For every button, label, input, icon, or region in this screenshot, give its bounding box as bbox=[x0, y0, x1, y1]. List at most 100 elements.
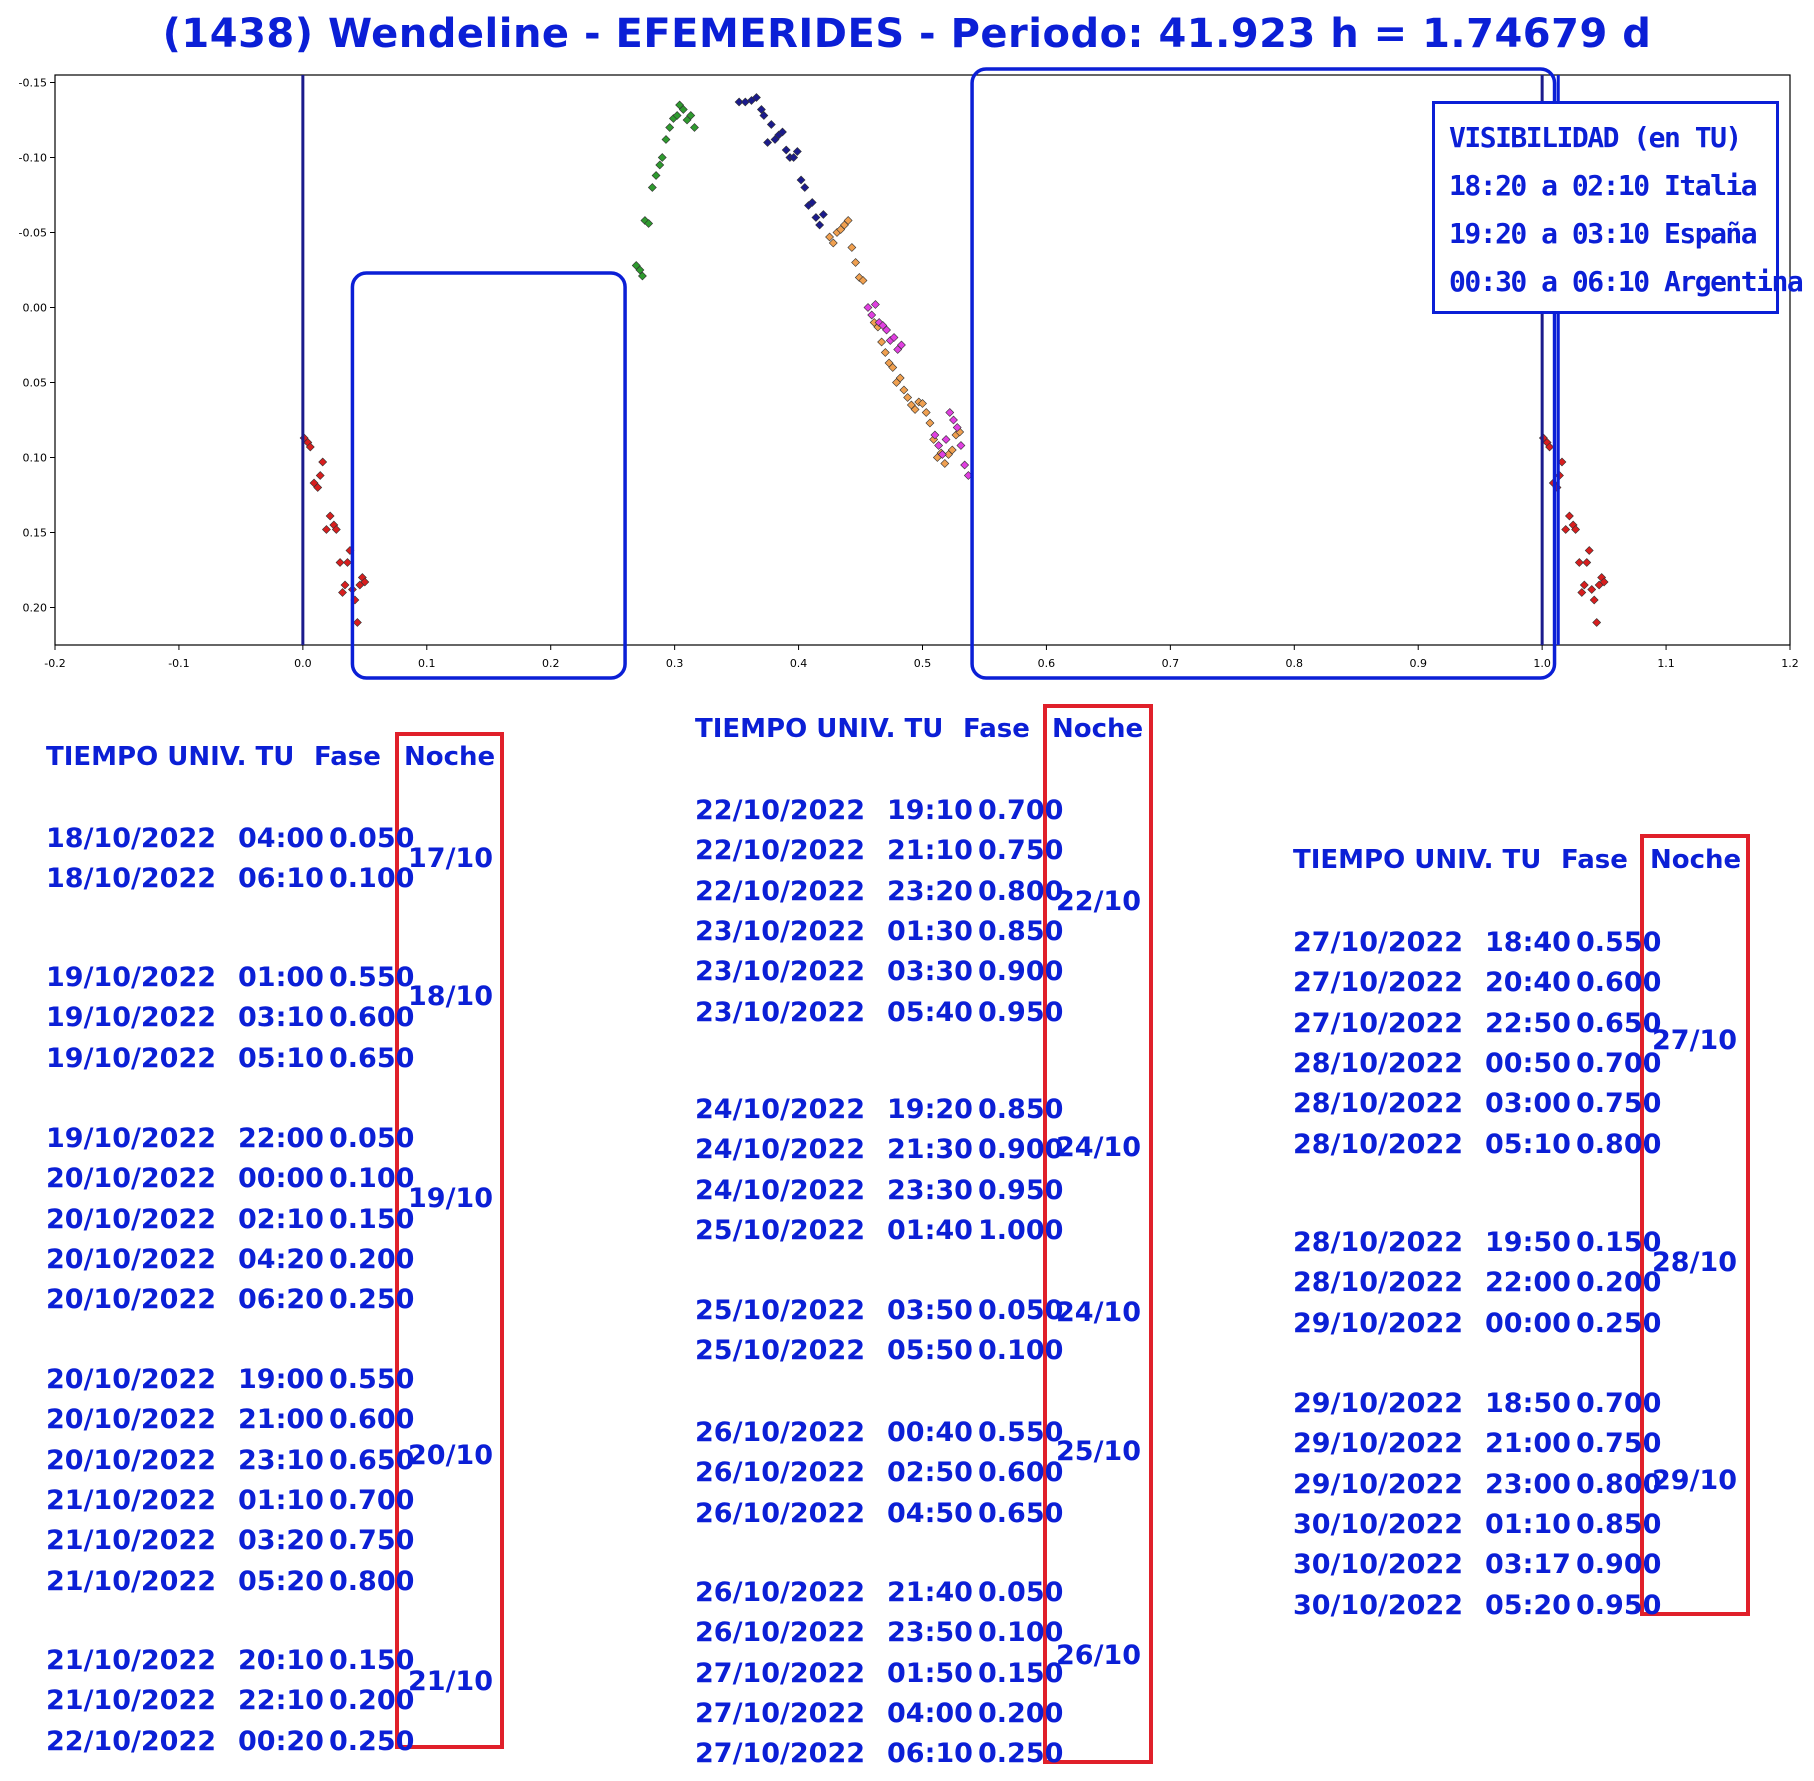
table-row: 29/10/2022 21:00 0.750 bbox=[1293, 1427, 1661, 1461]
y-tick-label: 0.05 bbox=[23, 377, 48, 390]
data-point bbox=[930, 430, 940, 440]
data-point bbox=[1599, 577, 1609, 587]
data-point bbox=[870, 300, 880, 309]
data-point bbox=[897, 340, 906, 350]
night-label: 18/10 bbox=[408, 981, 494, 1012]
data-point bbox=[858, 276, 868, 285]
row-time: 00:20 bbox=[238, 1726, 324, 1757]
data-point bbox=[815, 220, 825, 230]
data-point bbox=[763, 138, 773, 147]
table-row: 26/10/2022 21:40 0.050 bbox=[695, 1576, 1063, 1610]
data-point bbox=[910, 405, 920, 414]
row-phase: 0.250 bbox=[329, 1726, 415, 1757]
data-point bbox=[800, 183, 810, 192]
row-date: 28/10/2022 bbox=[1293, 1048, 1464, 1079]
data-point bbox=[843, 216, 853, 225]
row-date: 19/10/2022 bbox=[46, 1123, 217, 1154]
table-row: 28/10/2022 19:50 0.150 bbox=[1293, 1226, 1661, 1260]
row-time: 04:50 bbox=[887, 1498, 973, 1529]
data-point bbox=[1587, 585, 1597, 594]
data-point bbox=[925, 418, 935, 428]
table-row: 29/10/2022 23:00 0.800 bbox=[1293, 1468, 1661, 1502]
row-date: 21/10/2022 bbox=[46, 1566, 217, 1597]
row-time: 00:50 bbox=[1485, 1048, 1571, 1079]
row-time: 21:40 bbox=[887, 1577, 973, 1608]
row-time: 00:00 bbox=[1485, 1308, 1571, 1339]
table-row: 21/10/2022 03:20 0.750 bbox=[46, 1524, 414, 1558]
visibility-line-italia: 18:20 a 02:10 Italia bbox=[1449, 169, 1758, 202]
data-point bbox=[343, 558, 352, 567]
row-date: 21/10/2022 bbox=[46, 1485, 217, 1516]
row-date: 28/10/2022 bbox=[1293, 1267, 1464, 1298]
row-date: 23/10/2022 bbox=[695, 997, 866, 1028]
table-header-fase: Fase bbox=[314, 742, 381, 772]
data-point bbox=[899, 385, 909, 395]
row-phase: 0.650 bbox=[329, 1445, 415, 1476]
data-point bbox=[678, 105, 688, 114]
highlight-box bbox=[970, 67, 1557, 680]
row-date: 29/10/2022 bbox=[1293, 1388, 1464, 1419]
row-time: 19:20 bbox=[887, 1094, 973, 1125]
row-time: 05:10 bbox=[238, 1043, 324, 1074]
night-label: 24/10 bbox=[1056, 1297, 1142, 1328]
table-row: 27/10/2022 01:50 0.150 bbox=[695, 1657, 1063, 1691]
data-point bbox=[918, 399, 927, 408]
row-time: 03:00 bbox=[1485, 1088, 1571, 1119]
data-point bbox=[352, 618, 362, 627]
row-date: 27/10/2022 bbox=[1293, 1008, 1464, 1039]
data-point bbox=[647, 183, 657, 192]
table-header-noche: Noche bbox=[404, 742, 496, 772]
row-time: 19:00 bbox=[238, 1364, 324, 1395]
row-date: 25/10/2022 bbox=[695, 1215, 866, 1246]
row-phase: 0.600 bbox=[978, 1457, 1064, 1488]
table-row: 21/10/2022 20:10 0.150 bbox=[46, 1644, 414, 1678]
table-header-noche: Noche bbox=[1052, 714, 1144, 744]
table-row: 23/10/2022 05:40 0.950 bbox=[695, 996, 1063, 1030]
row-date: 22/10/2022 bbox=[46, 1726, 217, 1757]
row-phase: 0.650 bbox=[1576, 1008, 1662, 1039]
row-date: 20/10/2022 bbox=[46, 1364, 217, 1395]
table-row: 20/10/2022 04:20 0.200 bbox=[46, 1243, 414, 1277]
data-point bbox=[1582, 558, 1592, 567]
row-time: 21:10 bbox=[887, 835, 973, 866]
row-phase: 0.650 bbox=[329, 1043, 415, 1074]
data-point bbox=[766, 120, 776, 129]
data-point bbox=[752, 93, 761, 102]
data-point bbox=[921, 408, 931, 417]
row-date: 21/10/2022 bbox=[46, 1525, 217, 1556]
row-phase: 0.700 bbox=[1576, 1048, 1662, 1079]
data-point bbox=[657, 153, 667, 162]
data-point bbox=[637, 271, 647, 281]
row-phase: 0.950 bbox=[1576, 1590, 1662, 1621]
table-row: 28/10/2022 03:00 0.750 bbox=[1293, 1087, 1661, 1121]
y-tick-label: 0.15 bbox=[23, 527, 48, 540]
row-phase: 0.150 bbox=[329, 1204, 415, 1235]
data-point bbox=[335, 558, 345, 567]
night-label: 24/10 bbox=[1056, 1132, 1142, 1163]
data-point bbox=[863, 303, 873, 312]
row-phase: 0.050 bbox=[329, 823, 415, 854]
table-row: 30/10/2022 01:10 0.850 bbox=[1293, 1508, 1661, 1542]
row-phase: 0.650 bbox=[978, 1498, 1064, 1529]
data-point bbox=[940, 459, 950, 468]
row-phase: 0.900 bbox=[978, 956, 1064, 987]
data-point bbox=[945, 408, 955, 417]
row-phase: 0.250 bbox=[329, 1284, 415, 1315]
x-tick-label: 0.7 bbox=[1162, 657, 1180, 670]
row-time: 05:20 bbox=[238, 1566, 324, 1597]
data-point bbox=[778, 127, 787, 137]
row-phase: 0.150 bbox=[978, 1658, 1064, 1689]
table-row: 20/10/2022 21:00 0.600 bbox=[46, 1403, 414, 1437]
row-phase: 0.100 bbox=[978, 1335, 1064, 1366]
data-point bbox=[315, 471, 325, 480]
x-tick-label: 1.1 bbox=[1657, 657, 1675, 670]
data-point bbox=[734, 97, 744, 107]
data-point bbox=[1561, 525, 1571, 534]
row-date: 26/10/2022 bbox=[695, 1577, 866, 1608]
row-time: 23:10 bbox=[238, 1445, 324, 1476]
row-date: 24/10/2022 bbox=[695, 1094, 866, 1125]
row-date: 26/10/2022 bbox=[695, 1417, 866, 1448]
table-row: 28/10/2022 05:10 0.800 bbox=[1293, 1128, 1661, 1162]
row-phase: 0.900 bbox=[1576, 1549, 1662, 1580]
data-point bbox=[1545, 442, 1555, 452]
